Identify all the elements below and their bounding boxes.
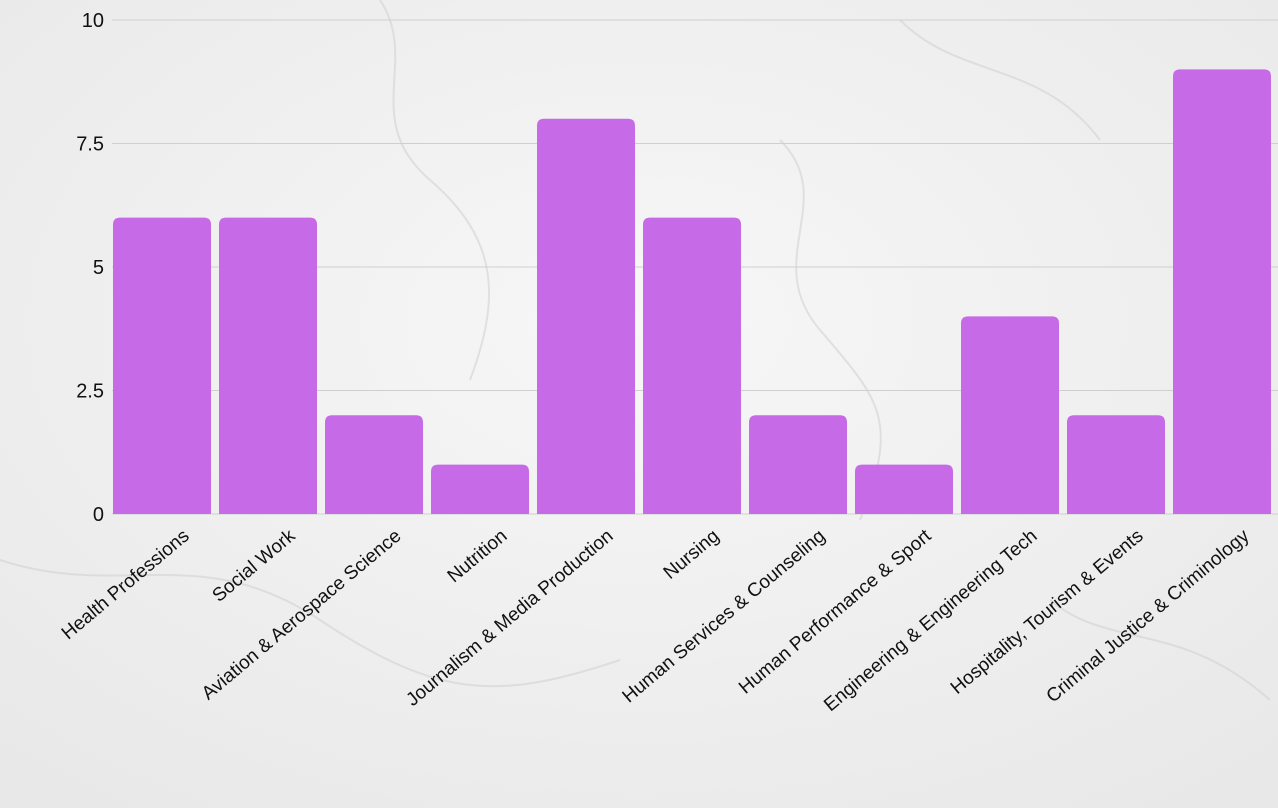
bar-engineering-engineering-tech[interactable]: [961, 316, 1059, 514]
bar-layer: [113, 69, 1271, 515]
bar-social-work[interactable]: [219, 217, 317, 514]
bar-hospitality-tourism-events[interactable]: [1067, 415, 1165, 514]
bar-nutrition[interactable]: [431, 464, 529, 514]
y-tick-label: 10: [82, 10, 104, 32]
bar-health-professions[interactable]: [113, 217, 211, 514]
y-axis-tick-labels: 0 2.5 5 7.5 10: [76, 10, 104, 526]
marble-texture: [0, 0, 1271, 701]
bar-nursing[interactable]: [643, 217, 741, 514]
y-tick-label: 7.5: [76, 134, 104, 156]
bar-aviation-aerospace-science[interactable]: [325, 415, 423, 514]
y-tick-label: 0: [93, 504, 104, 526]
bar-human-performance-sport[interactable]: [855, 464, 953, 514]
bar-criminal-justice-criminology[interactable]: [1173, 69, 1271, 515]
y-tick-label: 2.5: [76, 381, 104, 403]
y-tick-label: 5: [93, 257, 104, 279]
bar-journalism-media-production[interactable]: [537, 118, 635, 515]
bar-human-services-counseling[interactable]: [749, 415, 847, 514]
